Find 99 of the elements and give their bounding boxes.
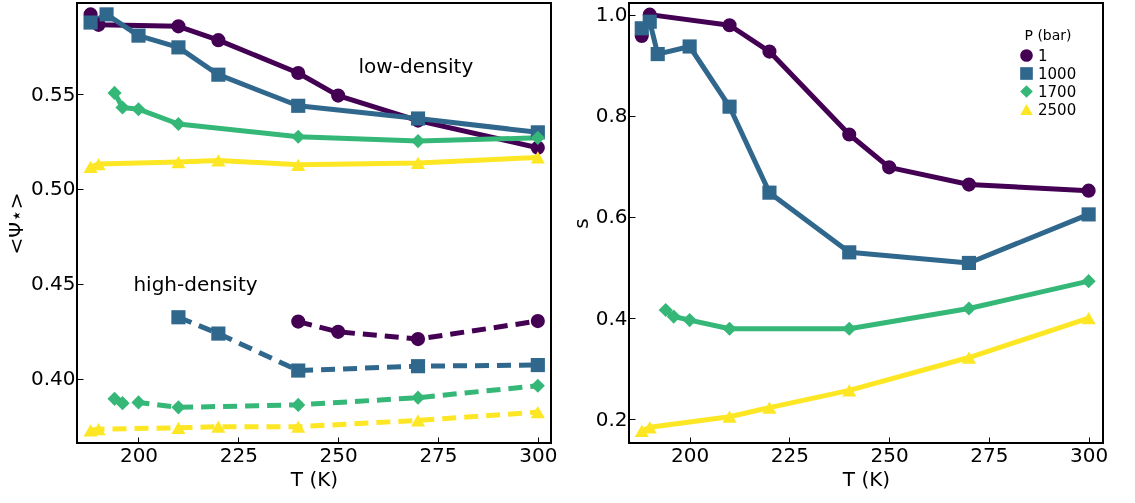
point — [115, 100, 130, 115]
y-axis-title: s — [568, 218, 593, 229]
legend-label: 1 — [1038, 46, 1048, 65]
point — [530, 405, 545, 419]
x-tick-label: 250 — [870, 442, 909, 467]
point — [410, 332, 426, 347]
y-tick-label: 0.55 — [30, 81, 76, 106]
y-axis-title: <Ψ⋆> — [3, 192, 28, 255]
point — [171, 310, 186, 325]
point — [666, 309, 681, 324]
legend-label: 1000 — [1038, 64, 1077, 83]
point — [410, 414, 426, 427]
point — [530, 378, 545, 393]
point — [530, 151, 545, 164]
point — [211, 67, 226, 82]
point — [131, 28, 146, 43]
point — [115, 396, 130, 411]
point — [410, 156, 426, 169]
point — [722, 99, 737, 114]
y-tick-label: 0.50 — [30, 176, 76, 201]
x-tick-label: 200 — [671, 442, 710, 467]
y-tick-label: 0.45 — [30, 271, 76, 296]
point — [762, 401, 777, 414]
point — [107, 85, 122, 100]
point — [291, 363, 306, 378]
point — [291, 420, 306, 433]
point — [291, 158, 306, 171]
y-tick-label: 1.0 — [595, 2, 628, 27]
y-tick-label: 0.40 — [30, 366, 76, 391]
point — [410, 359, 426, 374]
point — [171, 400, 186, 415]
x-tick-label: 300 — [1070, 442, 1109, 467]
point — [650, 47, 665, 62]
point — [131, 102, 146, 117]
x-tick-label: 200 — [119, 442, 159, 467]
point — [291, 98, 306, 113]
point — [83, 15, 98, 30]
point — [762, 44, 777, 59]
point — [211, 33, 226, 48]
point — [658, 302, 673, 318]
point — [634, 424, 649, 437]
point — [642, 14, 657, 29]
y-tick-label: 0.4 — [595, 305, 628, 330]
x-axis-title: T (K) — [289, 466, 339, 491]
legend-label: 1700 — [1038, 82, 1077, 101]
point — [131, 395, 146, 410]
point — [1081, 207, 1096, 222]
point — [842, 384, 857, 397]
point — [331, 324, 346, 339]
point — [530, 313, 545, 329]
point — [171, 19, 186, 34]
point — [171, 156, 186, 169]
point — [762, 185, 777, 200]
y-tick-label: 0.8 — [595, 103, 628, 128]
point — [882, 160, 897, 175]
point — [530, 357, 545, 373]
x-axis-title: T (K) — [841, 466, 891, 491]
point — [682, 39, 697, 54]
point — [842, 127, 857, 142]
point — [961, 351, 977, 364]
legend-title: P (bar) — [1024, 27, 1072, 43]
point — [530, 130, 545, 145]
point — [291, 129, 306, 144]
annotation: low-density — [358, 53, 474, 78]
x-tick-label: 300 — [519, 442, 558, 467]
point — [842, 245, 857, 260]
x-tick-label: 225 — [219, 442, 258, 467]
point — [211, 420, 226, 433]
point — [331, 88, 346, 103]
point — [722, 410, 737, 423]
point — [83, 160, 98, 173]
point — [1081, 311, 1096, 325]
point — [842, 321, 857, 336]
point — [211, 326, 226, 341]
y-tick-label: 0.2 — [595, 406, 628, 431]
point — [211, 154, 226, 167]
annotation: high-density — [133, 271, 258, 296]
point — [961, 177, 977, 192]
point — [1081, 183, 1096, 198]
point — [722, 18, 737, 33]
legend-label: 2500 — [1038, 100, 1077, 119]
x-tick-label: 275 — [419, 442, 458, 467]
point — [291, 397, 306, 412]
point — [1081, 274, 1096, 289]
point — [410, 390, 426, 405]
x-tick-label: 250 — [319, 442, 358, 467]
point — [961, 255, 977, 271]
y-tick-label: 0.6 — [595, 204, 628, 229]
point — [291, 65, 306, 81]
point — [99, 7, 114, 22]
point — [722, 321, 737, 336]
point — [961, 301, 977, 316]
x-tick-label: 225 — [770, 442, 809, 467]
point — [171, 116, 186, 132]
point — [291, 314, 306, 329]
x-tick-label: 275 — [970, 442, 1009, 467]
point — [171, 421, 186, 434]
point — [171, 40, 186, 55]
point — [682, 313, 697, 328]
